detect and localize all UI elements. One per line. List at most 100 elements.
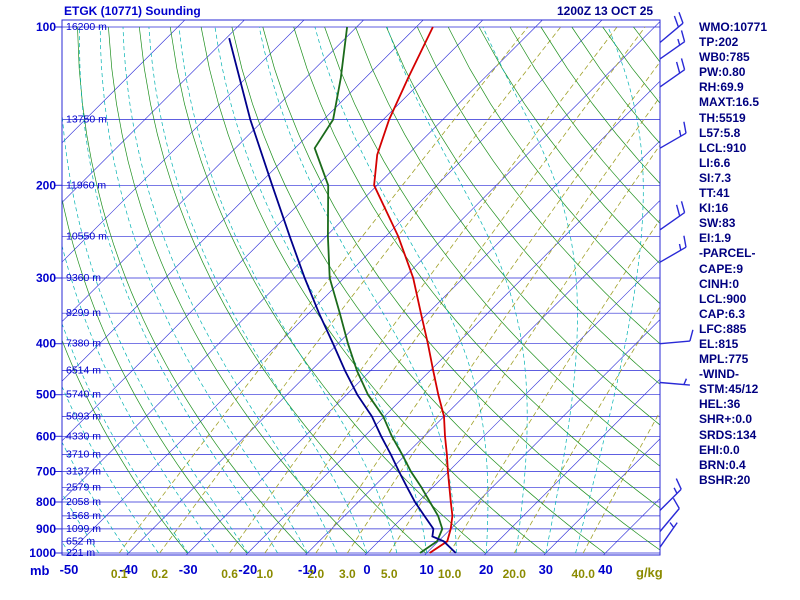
index-line: TT:41	[699, 186, 730, 201]
wetbulb-curve	[228, 37, 457, 554]
mixing-ratio-line	[229, 26, 618, 554]
dewpoint-curve	[313, 26, 444, 554]
wind-barb-staff	[659, 488, 682, 511]
moist-adiabat	[62, 385, 159, 554]
moist-adiabat	[62, 541, 70, 554]
wind-barb-half	[677, 38, 681, 46]
moist-adiabat	[62, 322, 189, 554]
index-line: BRN:0.4	[699, 457, 746, 472]
wind-barb-staff	[659, 69, 686, 88]
index-line: SRDS:134	[699, 427, 757, 442]
wind-barb-staff	[659, 246, 687, 263]
height-label: 5093 m	[66, 410, 101, 422]
moist-adiabat	[482, 26, 578, 554]
height-label: 10550 m	[66, 230, 107, 242]
indices-panel: WMO:10771 TP:202 WB0:785 PW:0.80 RH:69.9 MAXT…	[699, 20, 799, 488]
index-line: SI:7.3	[699, 170, 732, 185]
index-line: CAPE:9	[699, 261, 744, 276]
moist-adiabat	[178, 26, 398, 554]
wind-barb-full	[680, 201, 686, 213]
moist-adiabat	[314, 26, 489, 554]
dry-adiabat	[293, 26, 660, 509]
chart-datetime: 1200Z 13 OCT 25	[557, 4, 654, 18]
height-label: 1568 m	[66, 510, 101, 522]
dry-adiabat	[169, 26, 486, 554]
temp-tick-label: 10	[419, 562, 433, 577]
pressure-unit-label: mb	[30, 563, 50, 578]
mixing-ratio-line	[315, 61, 660, 554]
temp-tick-label: -20	[238, 562, 257, 577]
index-line: LI:6.6	[699, 155, 731, 170]
index-line: TH:5519	[699, 110, 746, 125]
dry-adiabat	[386, 26, 660, 385]
wind-barb-full	[678, 11, 684, 24]
moist-adiabat	[575, 26, 644, 554]
pressure-tick-label: 900	[36, 522, 56, 536]
index-line: EI:1.9	[699, 231, 732, 246]
height-label: 4330 m	[66, 430, 101, 442]
wind-barb-full	[683, 235, 687, 248]
wind-barb-staff	[659, 212, 686, 231]
dry-adiabat	[324, 26, 660, 467]
index-line: RH:69.9	[699, 80, 744, 95]
index-line: -PARCEL-	[699, 246, 756, 261]
dry-adiabat	[416, 26, 660, 345]
index-line: MPL:775	[699, 352, 749, 367]
wind-barb-half	[673, 487, 678, 494]
pressure-tick-label: 1000	[29, 546, 56, 560]
pressure-tick-label: 100	[36, 20, 56, 34]
moist-adiabat	[0, 27, 39, 553]
mixing-ratio-line	[513, 305, 660, 554]
wind-barb-full	[672, 497, 680, 509]
index-line: LFC:885	[699, 321, 747, 336]
mixing-ratio-tick-label: 40.0	[572, 567, 596, 581]
pressure-tick-label: 300	[36, 271, 56, 285]
dry-adiabat	[62, 197, 248, 554]
moist-adiabat	[214, 26, 427, 554]
index-line: WMO:10771	[699, 20, 768, 34]
dry-adiabat	[62, 339, 188, 554]
temperature-curve	[373, 26, 454, 554]
height-label: 2058 m	[66, 496, 101, 508]
mixing-ratio-line	[582, 410, 660, 554]
mixing-ratio-line	[449, 218, 660, 554]
mixing-ratio-line	[118, 26, 529, 554]
temp-tick-label: 30	[539, 562, 553, 577]
wind-barb-half	[678, 243, 682, 251]
wind-barb-half	[678, 129, 682, 137]
mixing-ratio-tick-label: 10.0	[438, 567, 462, 581]
wind-barb-full	[680, 58, 686, 70]
height-label: 3710 m	[66, 449, 101, 461]
wind-barb-full	[675, 478, 682, 490]
index-line: EHI:0.0	[699, 442, 740, 457]
index-line: TP:202	[699, 35, 739, 50]
wind-barb-staff	[659, 340, 690, 345]
pressure-tick-label: 500	[36, 388, 56, 402]
temp-tick-label: 40	[598, 562, 612, 577]
height-label: 5740 m	[66, 389, 101, 401]
moist-adiabat	[148, 26, 368, 554]
height-label: 16200 m	[66, 21, 107, 33]
height-label: 8299 m	[66, 307, 101, 319]
moist-adiabat	[62, 107, 249, 554]
height-label: 652 m	[66, 535, 95, 547]
mixing-ratio-line	[388, 144, 660, 554]
temp-tick-label: -50	[60, 562, 79, 577]
moist-adiabat	[79, 26, 278, 554]
temp-tick-label: 20	[479, 562, 493, 577]
dry-adiabat	[355, 26, 660, 426]
index-line: WB0:785	[699, 50, 750, 65]
mixing-ratio-tick-label: 1.0	[257, 567, 274, 581]
wind-barb-staff	[659, 132, 687, 149]
wind-barb-full	[675, 61, 681, 74]
pressure-tick-label: 400	[36, 337, 56, 351]
pressure-tick-label: 200	[36, 178, 56, 192]
temp-tick-label: -30	[179, 562, 198, 577]
height-label: 3137 m	[66, 466, 101, 478]
temp-tick-label: -40	[119, 562, 138, 577]
wind-barb-full	[675, 204, 681, 217]
index-line: KI:16	[699, 201, 729, 216]
moist-adiabat	[62, 441, 129, 554]
